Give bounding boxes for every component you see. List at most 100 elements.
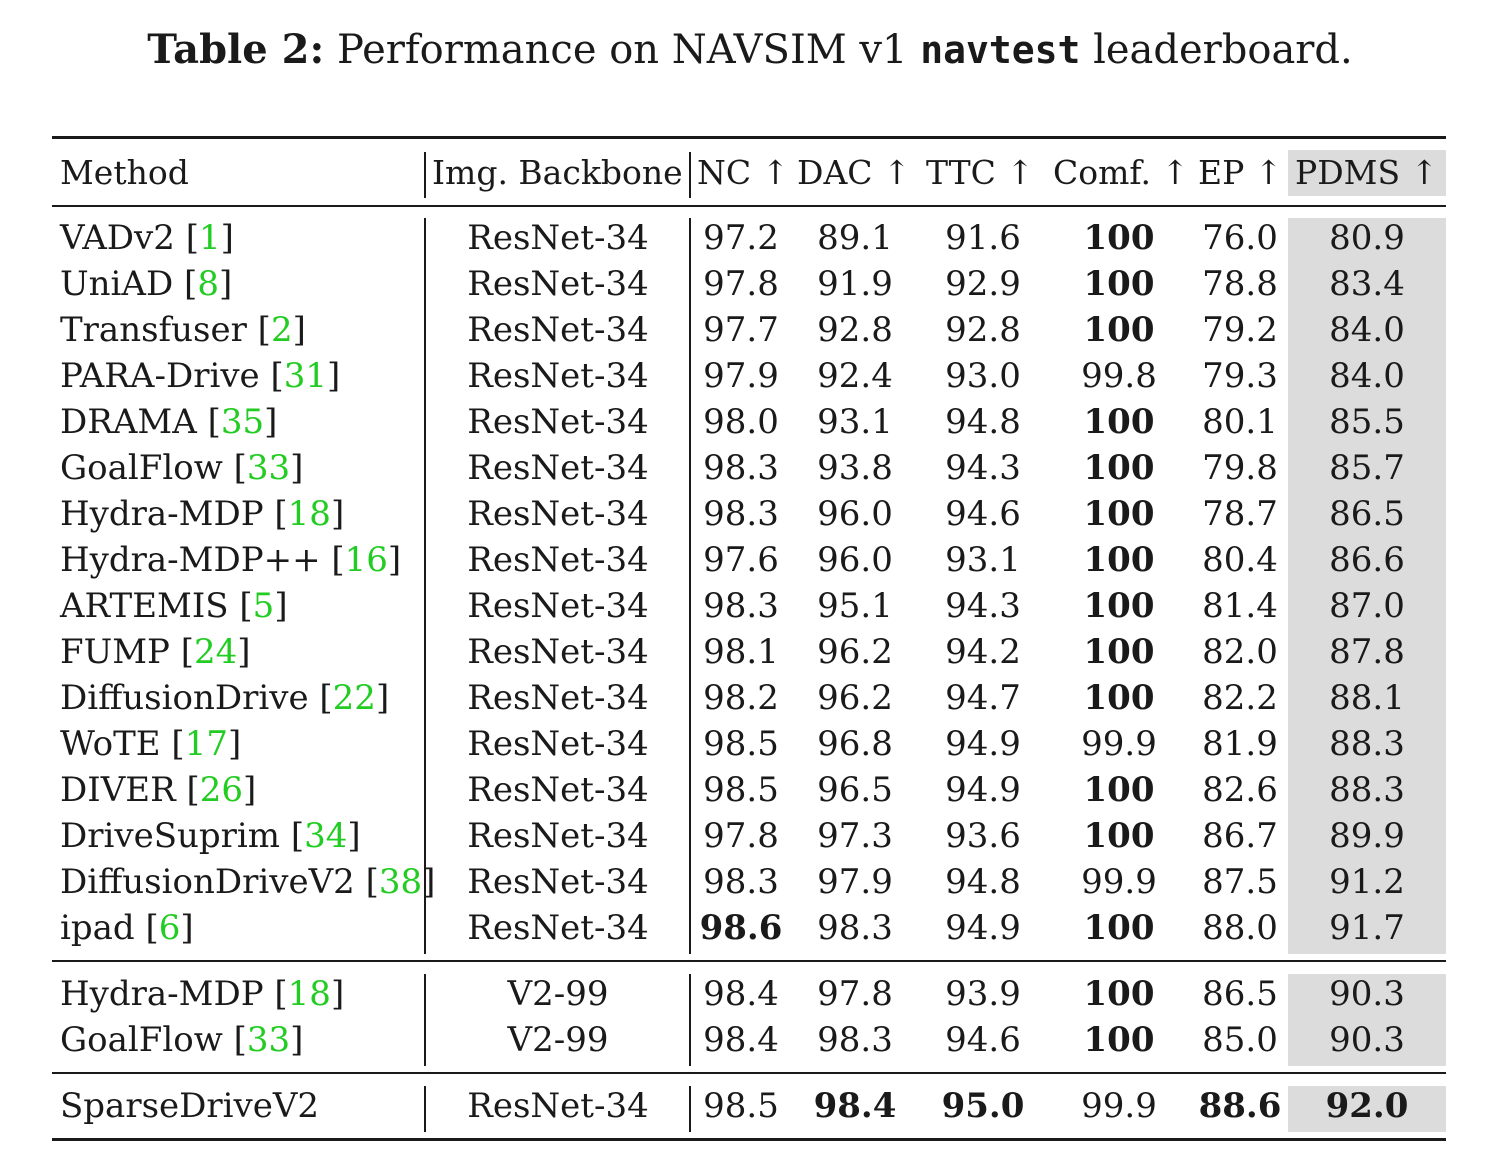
- dac-cell: 97.9: [817, 862, 893, 902]
- comf-cell: 100: [1083, 678, 1155, 718]
- citation-link[interactable]: 22: [332, 678, 376, 718]
- ep-cell: 86.5: [1202, 974, 1278, 1014]
- column-header-comf: Comf. ↑: [1053, 153, 1190, 192]
- citation-link[interactable]: 2: [270, 310, 293, 350]
- dac-cell: 92.4: [817, 356, 893, 396]
- ttc-cell: 94.3: [945, 586, 1021, 626]
- pdms-cell: 87.0: [1329, 586, 1405, 626]
- citation-link[interactable]: 18: [287, 494, 331, 534]
- ep-cell: 82.2: [1202, 678, 1278, 718]
- dac-cell: 98.3: [817, 1020, 893, 1060]
- separator-backbone-2: [689, 974, 691, 1066]
- citation-link[interactable]: 18: [287, 974, 331, 1014]
- nc-cell: 97.7: [703, 310, 779, 350]
- citation-link[interactable]: 38: [378, 862, 423, 902]
- method-cell: UniAD [8]: [60, 264, 233, 304]
- pdms-cell: 88.1: [1329, 678, 1405, 718]
- backbone-cell: ResNet-34: [467, 862, 649, 902]
- dac-cell: 95.1: [817, 586, 893, 626]
- method-name: DIVER: [60, 770, 176, 810]
- backbone-cell: ResNet-34: [467, 264, 649, 304]
- method-name: FUMP: [60, 632, 170, 672]
- citation-link[interactable]: 6: [158, 908, 181, 948]
- dac-cell: 96.0: [817, 540, 893, 580]
- method-name: PARA-Drive: [60, 356, 260, 396]
- dac-cell: 98.3: [817, 908, 893, 948]
- nc-cell: 98.6: [699, 908, 783, 948]
- pdms-cell: 88.3: [1329, 770, 1405, 810]
- pdms-cell: 80.9: [1329, 218, 1405, 258]
- method-cell: SparseDriveV2: [60, 1083, 319, 1129]
- ep-cell: 81.9: [1202, 724, 1278, 764]
- method-name: VADv2: [60, 218, 175, 258]
- nc-cell: 98.5: [703, 770, 779, 810]
- comf-cell: 100: [1083, 632, 1155, 672]
- backbone-cell: ResNet-34: [467, 816, 649, 856]
- pdms-cell: 84.0: [1329, 310, 1405, 350]
- citation-link[interactable]: 5: [252, 586, 275, 626]
- ttc-cell: 94.7: [945, 678, 1021, 718]
- pdms-cell: 88.3: [1329, 724, 1405, 764]
- citation-link[interactable]: 34: [304, 816, 348, 856]
- citation-link[interactable]: 35: [220, 402, 265, 442]
- comf-cell: 100: [1083, 908, 1155, 948]
- ttc-cell: 93.1: [945, 540, 1021, 580]
- citation-link[interactable]: 8: [197, 264, 219, 304]
- comf-cell: 100: [1083, 586, 1155, 626]
- nc-cell: 98.2: [703, 678, 779, 718]
- comf-cell: 100: [1083, 448, 1155, 488]
- comf-cell: 99.9: [1081, 862, 1157, 902]
- pdms-shade-group-2: [1288, 974, 1446, 1066]
- method-name: GoalFlow: [60, 448, 223, 488]
- ep-cell: 82.6: [1202, 770, 1278, 810]
- comf-cell: 100: [1083, 218, 1155, 258]
- backbone-cell: ResNet-34: [467, 586, 649, 626]
- nc-cell: 98.4: [703, 974, 779, 1014]
- backbone-cell: ResNet-34: [467, 1086, 649, 1126]
- pdms-cell: 86.5: [1329, 494, 1405, 534]
- backbone-cell: ResNet-34: [467, 218, 649, 258]
- method-cell: DIVER [26]: [60, 770, 257, 810]
- column-header-nc: NC ↑: [697, 153, 790, 192]
- dac-cell: 92.8: [817, 310, 893, 350]
- column-header-backbone: Img. Backbone: [432, 153, 683, 192]
- backbone-cell: ResNet-34: [467, 448, 649, 488]
- dac-cell: 96.8: [817, 724, 893, 764]
- separator-method-3: [424, 1086, 426, 1132]
- ep-cell: 78.8: [1202, 264, 1278, 304]
- ttc-cell: 94.6: [945, 1020, 1021, 1060]
- caption-label: Table 2:: [147, 26, 325, 73]
- ttc-cell: 94.8: [945, 402, 1021, 442]
- citation-link[interactable]: 33: [246, 448, 291, 488]
- method-cell: GoalFlow [33]: [60, 1020, 304, 1060]
- method-cell: DiffusionDrive [22]: [60, 678, 390, 718]
- ep-cell: 76.0: [1202, 218, 1278, 258]
- pdms-cell: 86.6: [1329, 540, 1405, 580]
- comf-cell: 99.9: [1081, 1086, 1157, 1126]
- dac-cell: 89.1: [817, 218, 893, 258]
- backbone-cell: ResNet-34: [467, 724, 649, 764]
- column-header-dac: DAC ↑: [797, 153, 911, 192]
- table-caption: Table 2: Performance on NAVSIM v1 navtes…: [0, 24, 1500, 76]
- citation-link[interactable]: 31: [283, 356, 328, 396]
- dac-cell: 96.5: [817, 770, 893, 810]
- backbone-cell: ResNet-34: [467, 356, 649, 396]
- header-rule: [52, 205, 1446, 207]
- caption-mono: navtest: [920, 28, 1081, 72]
- method-cell: ARTEMIS [5]: [60, 586, 288, 626]
- citation-link[interactable]: 33: [246, 1020, 291, 1060]
- citation-link[interactable]: 17: [184, 724, 228, 764]
- pdms-cell: 90.3: [1329, 1020, 1405, 1060]
- dac-cell: 96.0: [817, 494, 893, 534]
- dac-cell: 93.1: [817, 402, 893, 442]
- citation-link[interactable]: 26: [199, 770, 244, 810]
- ttc-cell: 93.9: [945, 974, 1021, 1014]
- citation-link[interactable]: 24: [194, 632, 238, 672]
- method-name: DiffusionDrive: [60, 678, 309, 718]
- pdms-cell: 91.7: [1329, 908, 1405, 948]
- comf-cell: 100: [1083, 816, 1155, 856]
- pdms-cell: 89.9: [1329, 816, 1405, 856]
- citation-link[interactable]: 16: [344, 540, 388, 580]
- citation-link[interactable]: 1: [198, 218, 221, 258]
- separator-method-2: [424, 974, 426, 1066]
